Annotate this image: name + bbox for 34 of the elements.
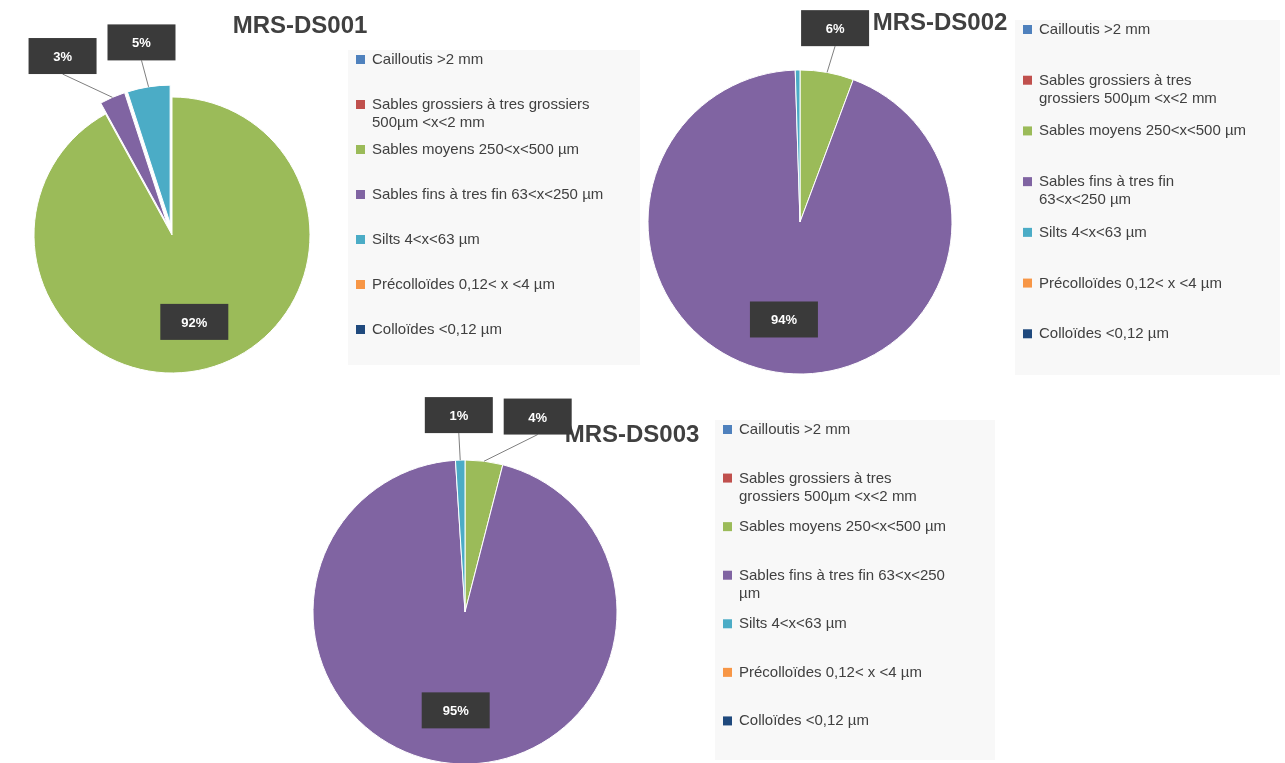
legend-label: Sables moyens 250<x<500 µm bbox=[1039, 121, 1247, 139]
legend-label: Cailloutis >2 mm bbox=[372, 50, 484, 67]
legend-label: Silts 4<x<63 µm bbox=[1039, 222, 1147, 240]
data-label: 6% bbox=[825, 21, 845, 37]
legend-label: Précolloïdes 0,12< x <4 µm bbox=[372, 275, 555, 292]
legend-label: Sables grossiers à tres grossiers 500µm <x<2 mm bbox=[372, 95, 590, 130]
legend-label: Précolloïdes 0,12< x <4 µm bbox=[1039, 273, 1222, 291]
legend-label: Colloïdes <0,12 µm bbox=[1039, 324, 1169, 342]
legend-label: Sables moyens 250<x<500 µm bbox=[372, 140, 580, 157]
legend-label: Précolloïdes 0,12< x <4 µm bbox=[739, 662, 922, 680]
data-label: 1% bbox=[449, 408, 469, 424]
data-label: 5% bbox=[132, 35, 152, 51]
data-label: 94% bbox=[770, 312, 798, 328]
data-label: 92% bbox=[181, 314, 208, 330]
legend-label: Sables fins à tres fin 63<x<250 µm bbox=[739, 565, 945, 601]
data-label: 3% bbox=[53, 49, 73, 65]
legend-label: Colloïdes <0,12 µm bbox=[739, 711, 869, 729]
legend-label: Colloïdes <0,12 µm bbox=[372, 320, 502, 337]
legend-label: Silts 4<x<63 µm bbox=[372, 230, 480, 247]
chart-title: MRS-DS001 bbox=[232, 11, 368, 38]
pie-slice bbox=[312, 459, 618, 763]
legend-label: Cailloutis >2 mm bbox=[739, 420, 851, 437]
legend-label: Sables fins à tres fin 63<x<250 µm bbox=[372, 185, 604, 202]
data-label: 4% bbox=[528, 409, 548, 425]
legend-label: Silts 4<x<63 µm bbox=[739, 614, 847, 632]
legend-label: Cailloutis >2 mm bbox=[1039, 20, 1151, 37]
data-label: 95% bbox=[442, 703, 470, 719]
legend-label: Sables moyens 250<x<500 µm bbox=[739, 517, 947, 535]
legend-label: Sables grossiers à tres grossiers 500µm <x<2 mm bbox=[1039, 70, 1217, 106]
pie-slice bbox=[647, 69, 953, 375]
chart-title: MRS-DS002 bbox=[872, 8, 1008, 35]
legend-label: Sables fins à tres fin 63<x<250 µm bbox=[1039, 172, 1175, 208]
legend-label: Sables grossiers à tres grossiers 500µm <x<2 mm bbox=[739, 468, 917, 504]
chart-title: MRS-DS003 bbox=[564, 420, 700, 447]
